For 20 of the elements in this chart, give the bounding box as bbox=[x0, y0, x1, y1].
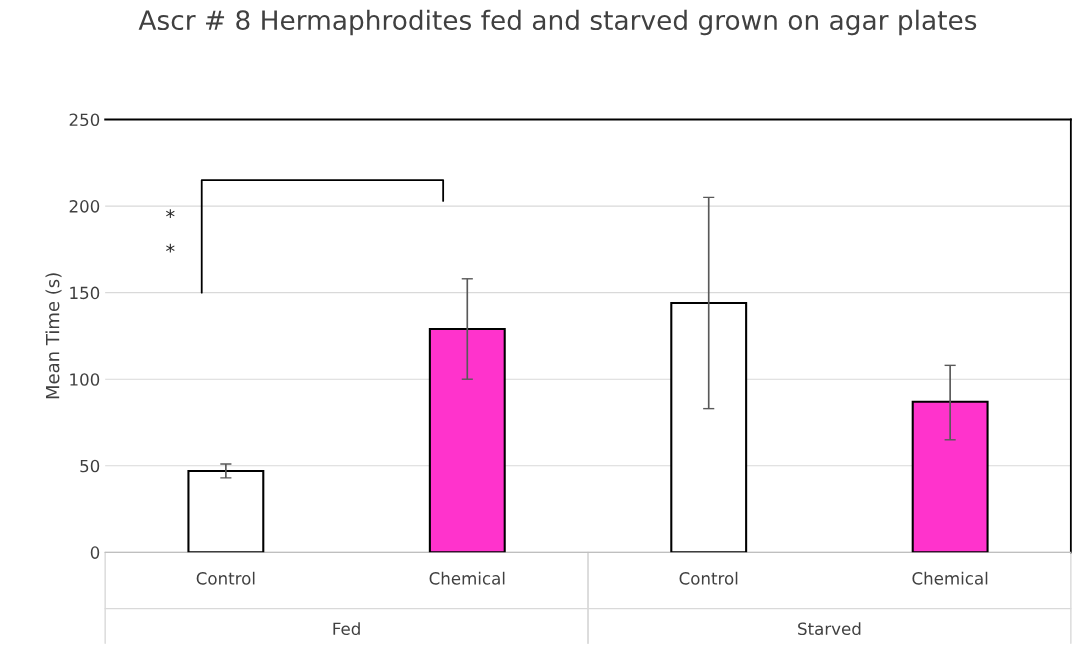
x-tick-label: Control bbox=[679, 571, 738, 585]
y-tick-label: 100 bbox=[70, 373, 100, 386]
y-tick-label: 150 bbox=[70, 286, 100, 300]
y-tick-label: 250 bbox=[69, 113, 100, 127]
annotation: * bbox=[166, 243, 175, 253]
bar bbox=[670, 301, 748, 553]
x-tick-label: Control bbox=[196, 571, 255, 585]
y-tick-label: 50 bbox=[80, 459, 100, 473]
x-tick-label: Chemical bbox=[912, 571, 988, 585]
bar bbox=[187, 469, 265, 553]
bar bbox=[911, 400, 989, 553]
y-tick-label: 200 bbox=[69, 200, 100, 213]
text: Fed bbox=[333, 622, 360, 636]
annotation: * bbox=[166, 209, 175, 218]
y-tick-label: 0 bbox=[90, 546, 100, 559]
x-tick-label: Chemical bbox=[429, 571, 505, 585]
bar bbox=[428, 327, 506, 553]
y-axis-title: Mean Time (s) bbox=[45, 273, 62, 399]
text: Starved bbox=[798, 622, 861, 636]
chart-title: Ascr # 8 Hermaphrodites fed and starved grown on agar plates bbox=[138, 9, 977, 36]
